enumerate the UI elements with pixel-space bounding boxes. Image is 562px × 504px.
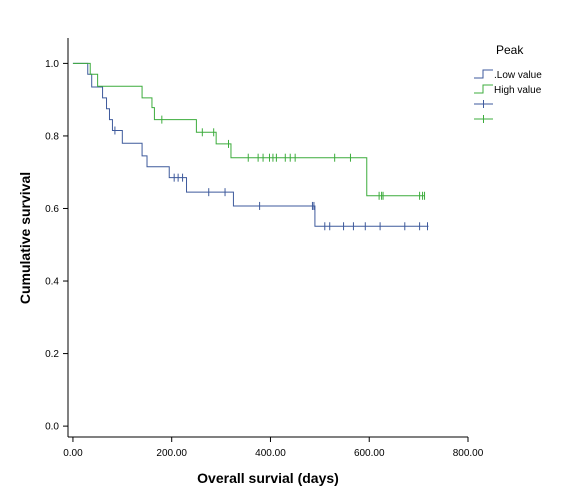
x-tick-label: 0.00 [63, 448, 83, 459]
legend: Peak .Low value High value [474, 43, 542, 123]
y-tick-label: 0.8 [45, 131, 59, 142]
y-tick-label: 1.0 [45, 59, 59, 70]
x-tick-label: 200.00 [156, 448, 187, 459]
y-tick-label: 0.6 [45, 204, 59, 215]
survival-curve-series-0 [72, 62, 429, 227]
y-axis-title: Cumulative survival [17, 172, 33, 304]
series-layer [72, 62, 429, 231]
survival-curve-series-1 [72, 62, 425, 197]
legend-censor-swatch [474, 100, 493, 108]
x-tick-label: 600.00 [354, 448, 385, 459]
legend-line-swatch [474, 84, 493, 94]
x-axis-title: Overall survial (days) [197, 470, 339, 486]
legend-title: Peak [496, 43, 524, 57]
y-tick-label: 0.0 [45, 422, 59, 433]
x-tick-label: 400.00 [255, 448, 286, 459]
y-tick-label: 0.4 [45, 277, 59, 288]
legend-label: .Low value [494, 70, 542, 81]
y-tick-label: 0.2 [45, 349, 59, 360]
legend-censor-swatch [474, 115, 493, 123]
x-tick-label: 800.00 [453, 448, 484, 459]
legend-label: High value [494, 85, 542, 96]
y-axis-ticks: 0.0 0.2 0.4 0.6 0.8 1.0 [45, 59, 68, 433]
legend-entries: .Low value High value [474, 69, 542, 123]
x-axis-ticks: 0.00 200.00 400.00 600.00 800.00 [63, 437, 484, 459]
axes: 0.00 200.00 400.00 600.00 800.00 0.00.20.40.… [45, 38, 484, 459]
legend-line-swatch [474, 69, 493, 79]
